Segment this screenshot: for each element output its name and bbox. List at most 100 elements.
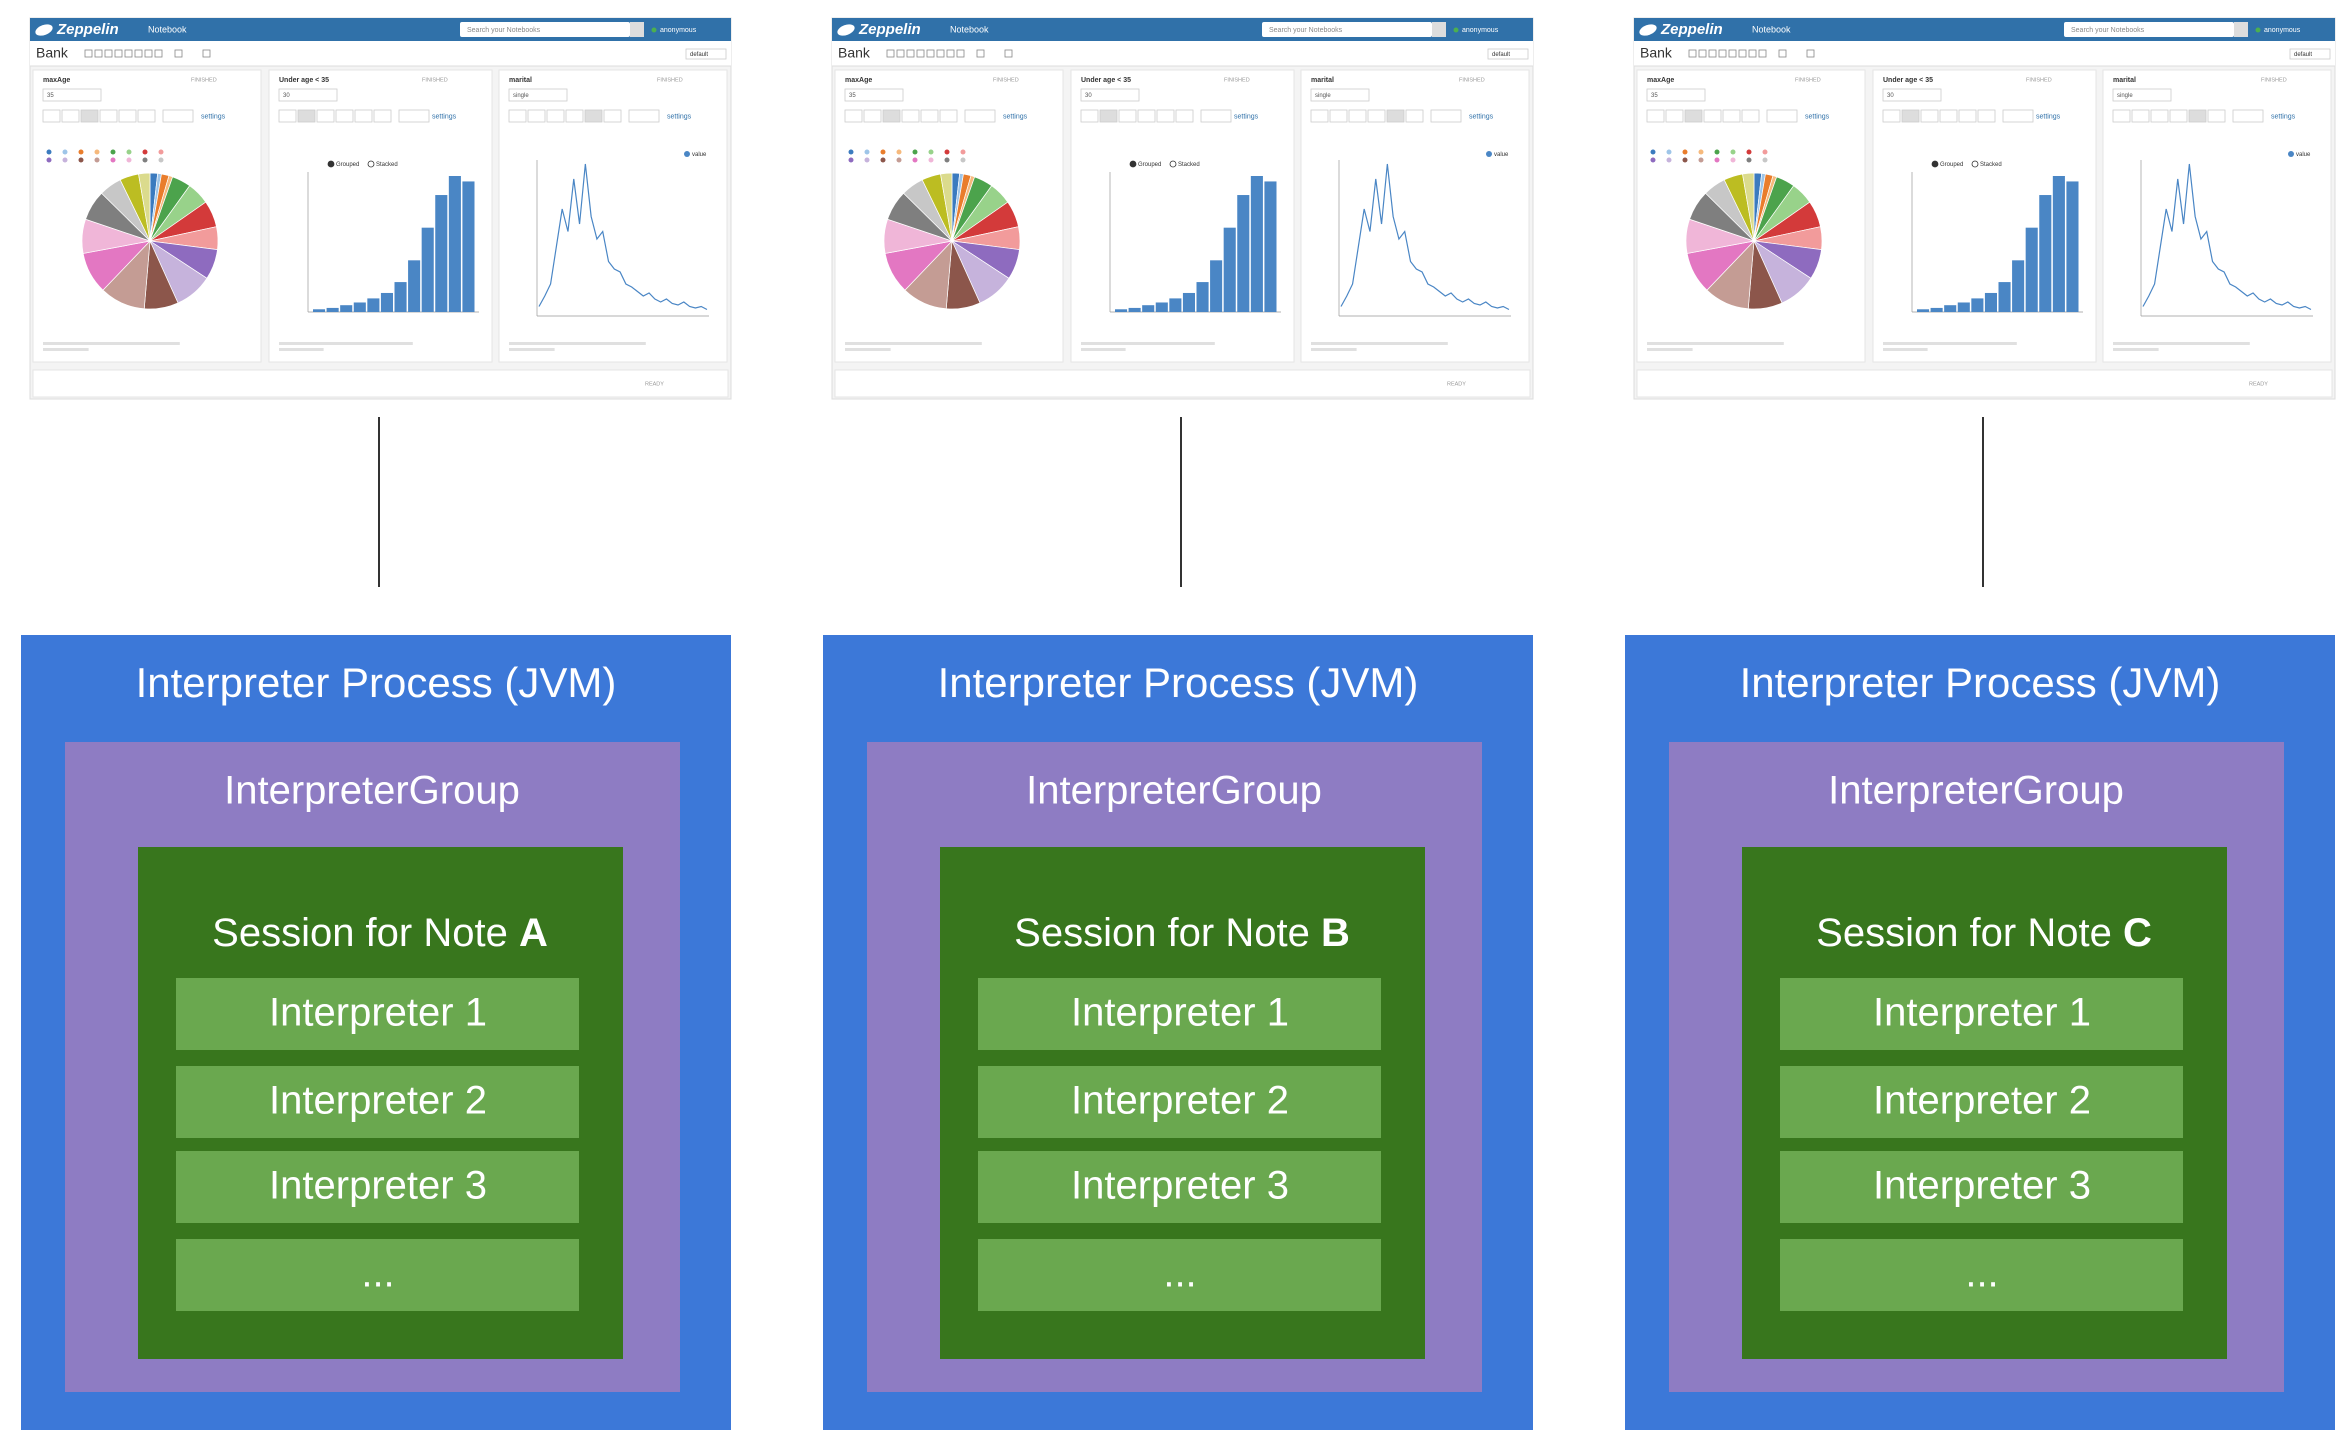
chart-type-button (42, 109, 61, 123)
interpreter-name: default (1492, 52, 1510, 58)
input-box (508, 88, 568, 102)
settings-link: settings (432, 113, 457, 120)
download-button (1200, 109, 1232, 123)
input-value: 35 (47, 93, 54, 99)
legend-dot (880, 157, 886, 163)
bar (421, 227, 434, 312)
legend-dot (62, 157, 68, 163)
legend-dot (1746, 149, 1752, 155)
legend-dot (1698, 157, 1704, 163)
bar (1237, 195, 1250, 312)
input-box (1080, 88, 1140, 102)
bar (1984, 292, 1997, 312)
chart-type-button (297, 109, 316, 123)
legend-dot (1650, 149, 1656, 155)
session-title: Session for Note B (1014, 911, 1350, 955)
chart-type-button (137, 109, 156, 123)
legend-dot (142, 157, 148, 163)
interpreter-label: Interpreter 3 (269, 1164, 487, 1208)
chart-type-button (1703, 109, 1722, 123)
paragraph-status: FINISHED (2026, 77, 2052, 83)
group-title: InterpreterGroup (1026, 769, 1322, 813)
legend-dot (928, 149, 934, 155)
empty-paragraph (1636, 369, 2333, 398)
bar (1210, 260, 1223, 312)
chart-type-button (1977, 109, 1996, 123)
chart-type-button (2131, 109, 2150, 123)
user-name: anonymous (2264, 27, 2301, 34)
paragraph-footer (845, 348, 891, 351)
toolbar-icon (1004, 49, 1013, 58)
chart-type-button (901, 109, 920, 123)
legend-label: value (692, 152, 707, 158)
interpreter-label: Interpreter 1 (1873, 991, 2091, 1035)
paragraph-title: maxAge (845, 77, 872, 84)
paragraph-footer (43, 348, 89, 351)
toolbar-icon (916, 49, 925, 58)
paragraph-footer (1647, 348, 1693, 351)
notebook-screenshot: Zeppelin Notebook Search your Notebooks ano… (1633, 17, 2336, 400)
interpreter-label: ... (1965, 1252, 1998, 1296)
pie-slice (138, 172, 151, 242)
bar (353, 302, 366, 312)
legend-label: Grouped (1138, 162, 1161, 168)
bar (1169, 298, 1182, 312)
toolbar-icon (202, 49, 211, 58)
bar (1971, 298, 1984, 312)
pie-slice (1742, 172, 1755, 242)
legend-label: Stacked (376, 162, 398, 168)
bar (1250, 176, 1263, 312)
line-trace (1340, 163, 1510, 311)
interpreter-label: Interpreter 3 (1873, 1164, 2091, 1208)
paragraph-footer (845, 342, 982, 345)
legend-dot (126, 149, 132, 155)
legend-dot (94, 157, 100, 163)
toolbar-icon (1718, 49, 1727, 58)
chart-type-button (1367, 109, 1386, 123)
toolbar-icon (104, 49, 113, 58)
session-note: C (2123, 911, 2152, 955)
bar (394, 282, 407, 312)
notebook-screenshot: Zeppelin Notebook Search your Notebooks ano… (831, 17, 1534, 400)
bar (1115, 309, 1128, 312)
legend-dot (94, 149, 100, 155)
paragraph-footer (2113, 348, 2159, 351)
chart-type-button (1118, 109, 1137, 123)
toolbar-icon (84, 49, 93, 58)
input-value: 30 (1085, 93, 1092, 99)
paragraph-footer (2113, 342, 2250, 345)
interpreter-label: Interpreter 1 (1071, 991, 1289, 1035)
bar (1142, 305, 1155, 312)
legend-dot (1682, 149, 1688, 155)
settings-link: settings (2271, 113, 2296, 120)
toolbar-icon (946, 49, 955, 58)
interpreter (1780, 1239, 2183, 1311)
note-header (1634, 41, 2335, 66)
search-button (630, 22, 644, 37)
bar (2052, 176, 2065, 312)
chart-type-button (99, 109, 118, 123)
note-header (832, 41, 1533, 66)
legend-dot (62, 149, 68, 155)
chart-type-button (61, 109, 80, 123)
legend-dot (1486, 151, 1492, 157)
toolbar-icon (1708, 49, 1717, 58)
chart-type-button (1646, 109, 1665, 123)
bar (326, 307, 339, 312)
chart-type-button (1684, 109, 1703, 123)
input-value: single (513, 93, 529, 99)
legend-dot (944, 149, 950, 155)
chart-type-button (1137, 109, 1156, 123)
line-trace (2142, 163, 2312, 311)
legend-label: Grouped (336, 162, 359, 168)
toolbar-icon (886, 49, 895, 58)
input-value: single (1315, 93, 1331, 99)
settings-link: settings (1469, 113, 1494, 120)
note-header (30, 41, 731, 66)
input-box (1882, 88, 1942, 102)
chart-type-button (844, 109, 863, 123)
bar (313, 309, 326, 312)
legend-dot (2288, 151, 2294, 157)
paragraph-footer (1883, 348, 1928, 351)
paragraph-title: Under age < 35 (279, 77, 329, 84)
